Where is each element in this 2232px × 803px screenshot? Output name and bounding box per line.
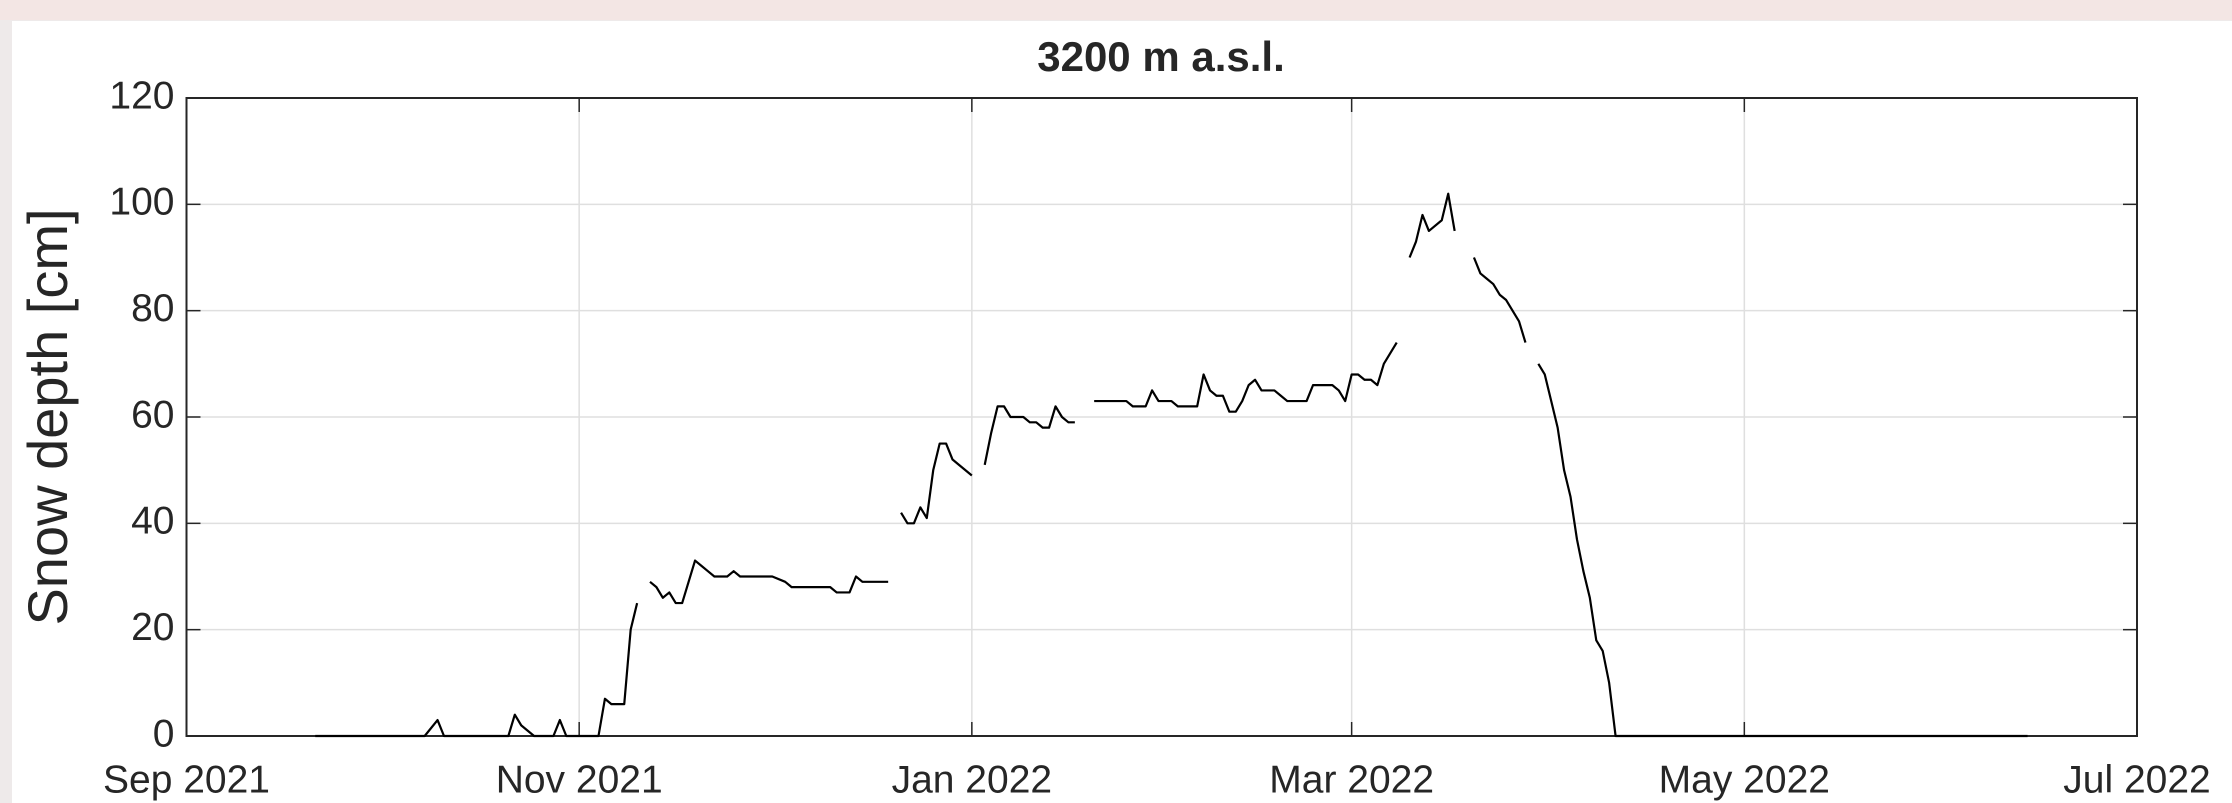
y-tick-label: 40 [131, 500, 174, 543]
x-tick-label: May 2022 [1659, 758, 1830, 801]
y-tick-label: 120 [109, 74, 174, 117]
y-tick-label: 20 [131, 606, 174, 649]
y-axis-label: Snow depth [cm] [16, 208, 79, 625]
y-tick-label: 0 [153, 712, 175, 755]
data-line [315, 192, 2028, 738]
top-strip [0, 0, 2232, 20]
chart-title: 3200 m a.s.l. [1037, 33, 1285, 80]
y-tick-label: 80 [131, 287, 174, 330]
y-tick-label: 60 [131, 393, 174, 436]
x-tick-label: Jan 2022 [892, 758, 1052, 801]
axes-box [185, 97, 2138, 737]
x-tick-label: Jul 2022 [2063, 758, 2210, 801]
x-tick-label: Nov 2021 [496, 758, 663, 801]
x-tick-label: Sep 2021 [103, 758, 270, 801]
x-tick-label: Mar 2022 [1269, 758, 1434, 801]
y-tick-label: 100 [109, 181, 174, 224]
